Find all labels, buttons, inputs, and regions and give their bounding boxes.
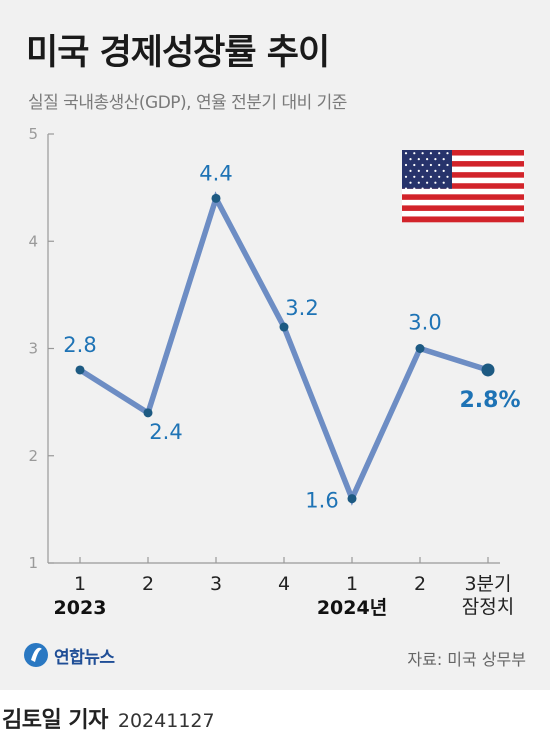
flag-star: [442, 169, 445, 172]
flag-star: [438, 175, 441, 178]
x-tick-label: 1: [74, 573, 86, 595]
flag-star: [409, 158, 412, 161]
flag-star: [426, 181, 429, 184]
data-point: [415, 344, 425, 353]
data-point-layer: [75, 193, 495, 504]
flag-star: [404, 163, 408, 167]
y-tick-label: 2: [28, 447, 38, 465]
flag-star: [404, 152, 408, 155]
flag-star: [442, 158, 445, 161]
byline: 김토일 기자 20241127: [2, 702, 215, 734]
flag-star: [426, 169, 429, 172]
x-tick-label: 4: [278, 573, 290, 595]
flag-star: [446, 163, 449, 167]
year-label: 2023: [54, 597, 107, 619]
flag-stripe: [402, 199, 524, 206]
data-label: 1.6: [305, 489, 338, 513]
flag-star: [409, 181, 412, 184]
data-point: [75, 365, 85, 375]
flag-star: [429, 187, 432, 190]
flag-star: [442, 181, 445, 184]
byline-date: 20241127: [117, 710, 215, 732]
flag-star: [438, 163, 441, 167]
flag-star: [429, 163, 432, 167]
y-tick-label: 3: [28, 340, 38, 358]
flag-star: [429, 175, 432, 178]
byline-author: 김토일 기자: [2, 708, 108, 733]
x-tick-label: 2: [414, 573, 426, 595]
flag-star: [413, 152, 416, 155]
data-point: [279, 322, 289, 332]
x-tick-label: 2: [142, 573, 154, 595]
flag-stripe: [402, 216, 524, 223]
data-point: [481, 363, 495, 377]
logo-text: 연합뉴스: [54, 647, 115, 668]
flag-star: [417, 169, 420, 172]
data-point: [347, 494, 357, 504]
x-tick-label: 1: [346, 573, 358, 595]
flag-stripe: [402, 177, 524, 184]
flag-stripe: [402, 188, 524, 195]
flag-stripe: [402, 150, 524, 156]
y-tick-label: 1: [28, 554, 38, 572]
x-tick-label: 잠정치: [462, 596, 514, 618]
flag-star: [421, 175, 424, 178]
flag-star: [446, 187, 449, 190]
data-label: 2.8%: [459, 388, 520, 413]
flag-star: [429, 152, 432, 155]
flag-star: [404, 187, 408, 190]
series-line-layer: [77, 191, 491, 506]
flag-star: [434, 169, 437, 172]
x-tick-label: 3분기: [464, 573, 511, 595]
data-label: 3.0: [408, 311, 441, 335]
data-point: [211, 193, 221, 203]
flag-star: [426, 158, 429, 161]
flag-stripe: [402, 166, 524, 173]
us-flag-icon: [402, 150, 524, 223]
flag-star: [409, 169, 412, 172]
data-label: 2.8: [63, 333, 96, 357]
flag-star: [417, 158, 420, 161]
data-label: 2.4: [149, 420, 182, 444]
data-point: [143, 408, 153, 418]
yonhap-logo: 연합뉴스: [22, 640, 115, 670]
data-label: 4.4: [199, 161, 232, 185]
flag-star: [421, 152, 424, 155]
flag-stripe: [402, 183, 524, 190]
flag-star: [413, 187, 416, 190]
flag-star: [421, 187, 424, 190]
flag-star: [413, 163, 416, 167]
series-line: [77, 191, 491, 506]
flag-star: [404, 175, 408, 178]
chart-card: [0, 0, 550, 690]
x-tick-label: 3: [210, 573, 222, 595]
source-note: 자료: 미국 상무부: [407, 650, 526, 669]
flag-star: [434, 181, 437, 184]
flag-star: [438, 152, 441, 155]
flag-stripe: [402, 210, 524, 217]
flag-star: [417, 181, 420, 184]
flag-star: [421, 163, 424, 167]
flag-stripe: [402, 172, 524, 178]
y-tick-label: 4: [28, 232, 38, 250]
flag-stripe: [402, 155, 524, 162]
flag-stripe: [402, 161, 524, 167]
flag-star: [413, 175, 416, 178]
chart-subtitle: 실질 국내총생산(GDP), 연율 전분기 대비 기준: [28, 93, 347, 113]
flag-stripe: [402, 194, 524, 201]
data-label: 3.2: [285, 296, 318, 320]
yonhap-logo-icon: [24, 643, 48, 667]
chart-title: 미국 경제성장률 추이: [26, 33, 330, 73]
data-label-layer: 2.8 2.4 4.4 3.2 1.6 3.0 2.8%: [63, 161, 520, 512]
flag-stripe: [402, 205, 524, 212]
flag-star: [446, 175, 449, 178]
flag-star: [438, 187, 441, 190]
flag-star: [434, 158, 437, 161]
flag-star: [446, 152, 449, 155]
year-label: 2024년: [317, 597, 387, 619]
y-tick-label: 5: [28, 125, 38, 143]
